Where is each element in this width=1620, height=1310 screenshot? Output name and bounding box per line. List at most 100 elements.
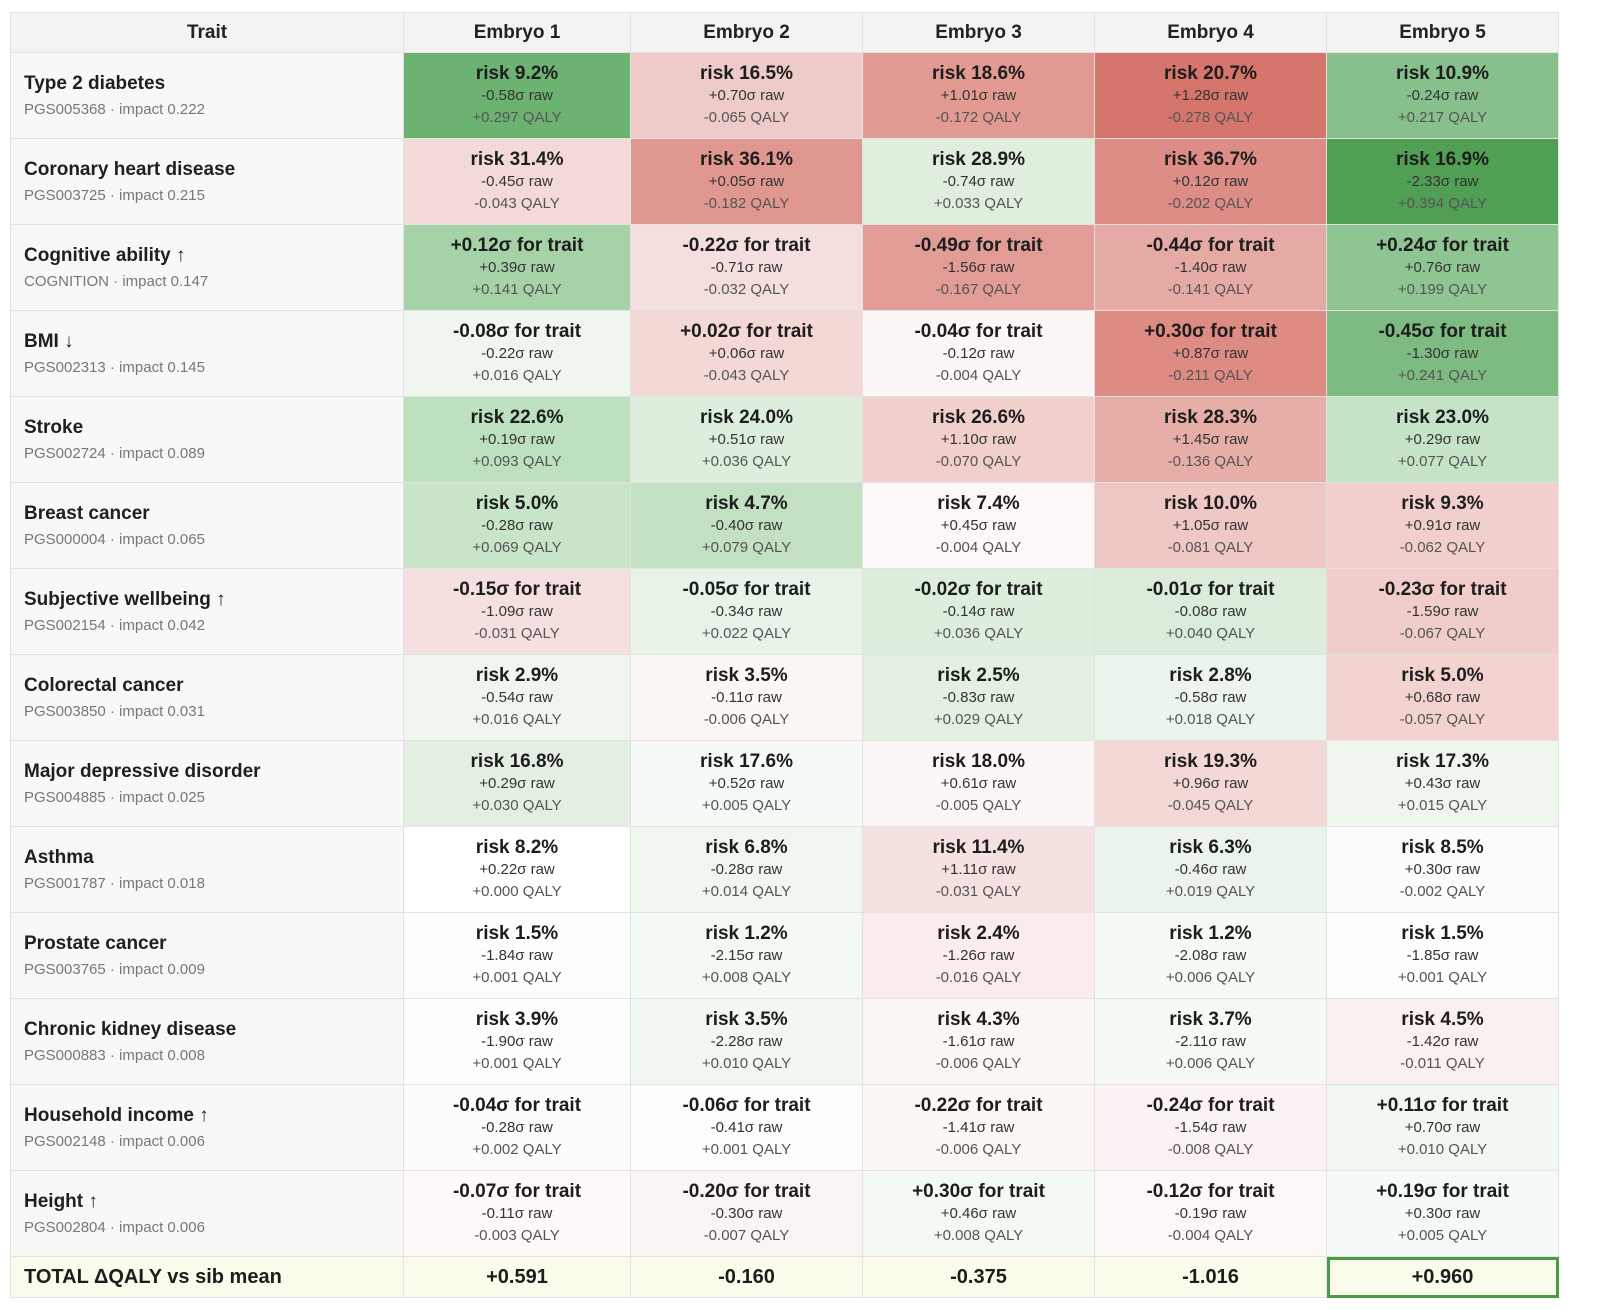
- trait-name: Type 2 diabetes: [24, 73, 166, 94]
- trait-cell: Breast cancer PGS000004 · impact 0.065: [10, 482, 404, 569]
- score-qaly: -0.202 QALY: [1167, 194, 1254, 212]
- score-qaly: +0.040 QALY: [1165, 624, 1256, 642]
- trait-pgs-impact: PGS002724 · impact 0.089: [24, 445, 205, 462]
- embryo-5-score-cell: risk 5.0% +0.68σ raw -0.057 QALY: [1326, 654, 1559, 741]
- column-header-embryo-3[interactable]: Embryo 3: [862, 12, 1095, 53]
- score-raw: -0.74σ raw: [942, 172, 1015, 190]
- embryo-3-score-cell: risk 2.4% -1.26σ raw -0.016 QALY: [862, 912, 1095, 999]
- score-raw: -0.24σ raw: [1406, 86, 1479, 104]
- column-header-trait[interactable]: Trait: [10, 12, 404, 53]
- score-main: -0.05σ for trait: [682, 578, 811, 600]
- score-raw: -0.30σ raw: [710, 1204, 783, 1222]
- trait-name: Prostate cancer: [24, 933, 167, 954]
- column-header-embryo-1[interactable]: Embryo 1: [403, 12, 631, 53]
- score-qaly: -0.006 QALY: [935, 1054, 1022, 1072]
- score-main: risk 2.9%: [475, 664, 559, 686]
- trait-cell: Stroke PGS002724 · impact 0.089: [10, 396, 404, 483]
- score-raw: -1.90σ raw: [481, 1032, 553, 1050]
- score-main: risk 18.6%: [932, 62, 1025, 84]
- embryo-5-score-cell: risk 1.5% -1.85σ raw +0.001 QALY: [1326, 912, 1559, 999]
- embryo-4-score-cell: risk 36.7% +0.12σ raw -0.202 QALY: [1094, 138, 1327, 225]
- embryo-1-score-cell: risk 5.0% -0.28σ raw +0.069 QALY: [403, 482, 631, 569]
- embryo-4-score-cell: +0.30σ for trait +0.87σ raw -0.211 QALY: [1094, 310, 1327, 397]
- embryo-1-score-cell: risk 31.4% -0.45σ raw -0.043 QALY: [403, 138, 631, 225]
- trait-cell: Asthma PGS001787 · impact 0.018: [10, 826, 404, 913]
- score-qaly: -0.032 QALY: [703, 280, 790, 298]
- total-value-embryo-5: +0.960: [1326, 1256, 1559, 1298]
- score-qaly: +0.005 QALY: [1397, 1226, 1488, 1244]
- score-qaly: +0.029 QALY: [933, 710, 1024, 728]
- score-main: risk 4.3%: [937, 1008, 1020, 1030]
- score-main: risk 28.9%: [932, 148, 1025, 170]
- embryo-1-score-cell: risk 2.9% -0.54σ raw +0.016 QALY: [403, 654, 631, 741]
- score-qaly: -0.007 QALY: [703, 1226, 790, 1244]
- trait-pgs-impact: PGS005368 · impact 0.222: [24, 101, 205, 118]
- comparison-table-container: Trait Embryo 1 Embryo 2 Embryo 3 Embryo …: [10, 12, 1559, 1298]
- score-main: -0.04σ for trait: [452, 1094, 582, 1116]
- trait-cell: Major depressive disorder PGS004885 · imp…: [10, 740, 404, 827]
- score-raw: +0.96σ raw: [1172, 774, 1249, 792]
- score-raw: -0.19σ raw: [1174, 1204, 1247, 1222]
- embryo-3-score-cell: risk 4.3% -1.61σ raw -0.006 QALY: [862, 998, 1095, 1085]
- score-qaly: +0.022 QALY: [701, 624, 792, 642]
- trait-name: Cognitive ability ↑: [24, 245, 186, 266]
- column-header-embryo-2[interactable]: Embryo 2: [630, 12, 863, 53]
- score-main: risk 6.3%: [1169, 836, 1252, 858]
- table-row: Subjective wellbeing ↑ PGS002154 · impact…: [10, 568, 1559, 655]
- score-qaly: +0.079 QALY: [701, 538, 792, 556]
- score-main: risk 3.7%: [1169, 1008, 1252, 1030]
- score-qaly: -0.167 QALY: [935, 280, 1022, 298]
- score-main: risk 10.9%: [1396, 62, 1489, 84]
- score-raw: -0.54σ raw: [481, 688, 553, 706]
- score-qaly: +0.010 QALY: [701, 1054, 792, 1072]
- embryo-4-score-cell: risk 1.2% -2.08σ raw +0.006 QALY: [1094, 912, 1327, 999]
- score-raw: -0.34σ raw: [710, 602, 783, 620]
- score-raw: -2.11σ raw: [1175, 1032, 1246, 1050]
- score-qaly: -0.008 QALY: [1167, 1140, 1254, 1158]
- score-raw: +0.91σ raw: [1404, 516, 1481, 534]
- score-raw: +0.39σ raw: [479, 258, 555, 276]
- score-qaly: -0.065 QALY: [703, 108, 790, 126]
- score-qaly: +0.005 QALY: [701, 796, 792, 814]
- score-main: -0.22σ for trait: [682, 234, 811, 256]
- score-raw: +0.29σ raw: [479, 774, 555, 792]
- score-main: risk 3.5%: [705, 1008, 788, 1030]
- score-main: +0.02σ for trait: [680, 320, 813, 342]
- table-row: Major depressive disorder PGS004885 · imp…: [10, 740, 1559, 827]
- score-qaly: -0.011 QALY: [1400, 1054, 1485, 1072]
- score-qaly: +0.019 QALY: [1165, 882, 1256, 900]
- score-main: risk 1.2%: [1169, 922, 1252, 944]
- score-raw: -0.28σ raw: [481, 1118, 553, 1136]
- embryo-2-score-cell: risk 3.5% -2.28σ raw +0.010 QALY: [630, 998, 863, 1085]
- score-raw: -0.08σ raw: [1174, 602, 1247, 620]
- embryo-3-score-cell: risk 2.5% -0.83σ raw +0.029 QALY: [862, 654, 1095, 741]
- column-header-embryo-4[interactable]: Embryo 4: [1094, 12, 1327, 53]
- total-label: TOTAL ΔQALY vs sib mean: [10, 1256, 404, 1298]
- score-qaly: +0.217 QALY: [1397, 108, 1488, 126]
- score-main: +0.24σ for trait: [1376, 234, 1509, 256]
- score-raw: -1.61σ raw: [942, 1032, 1015, 1050]
- score-main: -0.44σ for trait: [1146, 234, 1275, 256]
- score-raw: -0.11σ raw: [481, 1204, 553, 1222]
- score-raw: -1.42σ raw: [1406, 1032, 1479, 1050]
- trait-name: Asthma: [24, 847, 94, 868]
- score-raw: +1.01σ raw: [940, 86, 1017, 104]
- embryo-3-score-cell: -0.02σ for trait -0.14σ raw +0.036 QALY: [862, 568, 1095, 655]
- score-qaly: -0.003 QALY: [474, 1226, 560, 1244]
- score-main: risk 6.8%: [705, 836, 788, 858]
- score-main: risk 2.8%: [1169, 664, 1252, 686]
- trait-cell: Colorectal cancer PGS003850 · impact 0.03…: [10, 654, 404, 741]
- score-main: -0.01σ for trait: [1146, 578, 1275, 600]
- score-raw: +0.52σ raw: [708, 774, 785, 792]
- score-qaly: +0.010 QALY: [1397, 1140, 1488, 1158]
- score-qaly: -0.045 QALY: [1167, 796, 1254, 814]
- embryo-5-score-cell: +0.11σ for trait +0.70σ raw +0.010 QALY: [1326, 1084, 1559, 1171]
- score-raw: +0.45σ raw: [940, 516, 1017, 534]
- score-qaly: -0.043 QALY: [703, 366, 790, 384]
- score-qaly: +0.077 QALY: [1397, 452, 1488, 470]
- score-main: -0.22σ for trait: [914, 1094, 1043, 1116]
- score-raw: +0.51σ raw: [708, 430, 785, 448]
- column-header-embryo-5[interactable]: Embryo 5: [1326, 12, 1559, 53]
- embryo-5-score-cell: -0.45σ for trait -1.30σ raw +0.241 QALY: [1326, 310, 1559, 397]
- embryo-3-score-cell: risk 18.0% +0.61σ raw -0.005 QALY: [862, 740, 1095, 827]
